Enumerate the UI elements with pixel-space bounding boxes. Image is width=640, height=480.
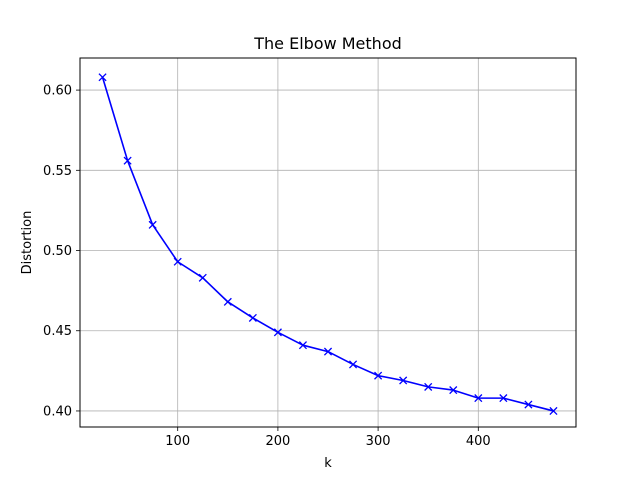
y-tick-label: 0.60 <box>43 84 72 99</box>
data-point-marker <box>524 400 533 409</box>
data-point-marker <box>148 220 157 229</box>
y-axis: 0.40 0.45 0.50 0.55 0.60 <box>43 84 80 419</box>
y-tick-label: 0.50 <box>43 244 72 259</box>
data-point-marker <box>98 73 107 82</box>
data-point-marker <box>248 313 257 322</box>
data-point-marker <box>499 394 508 403</box>
data-point-marker <box>123 156 132 165</box>
x-axis-label: k <box>324 456 332 471</box>
series-line <box>101 77 554 412</box>
data-point-marker <box>173 257 182 266</box>
x-tick-label: 300 <box>366 434 391 449</box>
data-point-marker <box>474 394 483 403</box>
series-layer <box>98 73 558 416</box>
x-tick-label: 200 <box>265 434 290 449</box>
data-point-marker <box>323 347 333 356</box>
data-point-marker <box>348 360 358 369</box>
y-tick-label: 0.55 <box>43 164 72 179</box>
data-point-marker <box>399 376 408 385</box>
data-point-marker <box>424 382 433 391</box>
x-tick-label: 400 <box>466 434 491 449</box>
y-tick-label: 0.45 <box>43 324 72 339</box>
data-point-marker <box>374 371 383 380</box>
data-point-marker <box>449 386 458 395</box>
y-tick-label: 0.40 <box>43 404 72 419</box>
plot-frame <box>79 57 577 428</box>
data-point-marker <box>198 273 207 282</box>
x-tick-label: 100 <box>165 434 190 449</box>
chart-title: The Elbow Method <box>253 34 402 53</box>
data-point-marker <box>298 341 308 350</box>
data-point-marker <box>223 297 232 306</box>
grid <box>80 58 576 427</box>
data-point-marker <box>549 406 558 416</box>
y-axis-label: Distortion <box>20 211 35 275</box>
data-point-marker <box>273 328 282 337</box>
x-axis: 100 200 300 400 <box>165 427 491 449</box>
